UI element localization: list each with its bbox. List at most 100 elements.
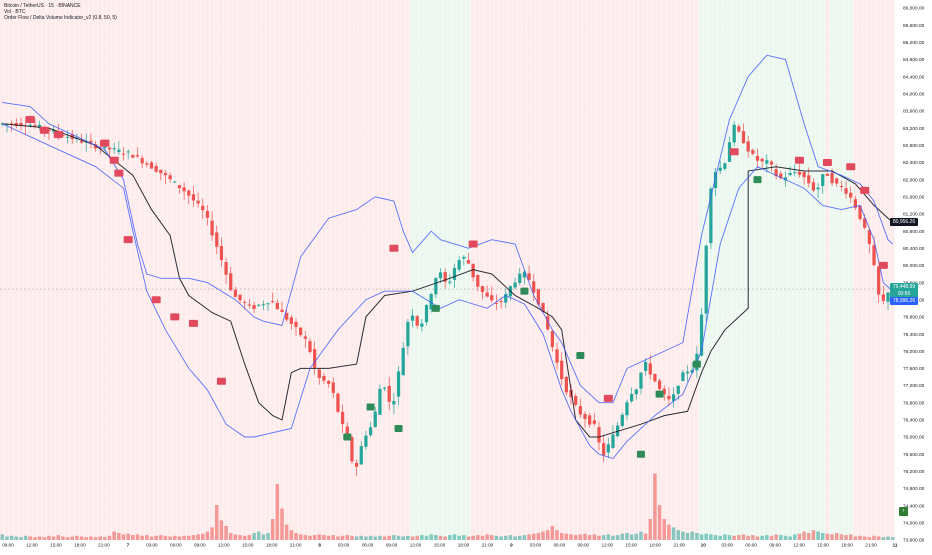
candle-body: [243, 301, 247, 303]
time-tick-label: 15:00: [434, 543, 446, 548]
time-tick-label: 15:00: [817, 543, 829, 548]
price-tick-label: 80,000.00: [903, 263, 925, 269]
candle-body: [247, 304, 252, 306]
bg-stripe: [219, 0, 224, 540]
bg-stripe: [41, 0, 47, 540]
candle-body: [396, 371, 401, 397]
indicator-lines: [2, 54, 894, 460]
bg-stripe: [391, 0, 396, 540]
candle-body: [378, 388, 382, 415]
volume-bar: [308, 535, 312, 540]
volume-bar: [182, 535, 186, 540]
price-tick-label: 73,600.00: [903, 538, 925, 544]
candle-body: [466, 259, 471, 264]
candle-body: [872, 245, 876, 266]
volume-bar: [443, 536, 447, 540]
bg-stripe: [400, 0, 406, 540]
volume-label[interactable]: Vol · BTC: [4, 9, 26, 16]
volume-bar: [415, 535, 419, 540]
symbol-title[interactable]: Bitcoin / TetherUS · 15 · BINANCE: [4, 3, 81, 9]
sell-signal-marker: [188, 319, 198, 327]
lower-band-price-tag: 78,996.26: [890, 297, 918, 305]
candle-body: [807, 175, 811, 184]
bg-stripe: [209, 0, 214, 540]
bg-stripe: [512, 0, 517, 540]
candle-body: [588, 415, 592, 425]
candle-body: [187, 190, 191, 196]
bg-stripe: [424, 0, 429, 540]
price-axis: 86,000.00 85,600.00 85,200.00 84,800.00 84,4…: [896, 0, 932, 550]
candle-body: [671, 394, 676, 402]
indicator-label[interactable]: Order Flow / Delta Volume Indicator_v2 (…: [4, 15, 117, 22]
time-tick-label: 03:00: [530, 543, 542, 548]
volume-bar: [65, 537, 70, 540]
candle-body: [327, 380, 331, 384]
volume-histogram: [0, 473, 895, 540]
bg-stripe: [186, 0, 191, 540]
volume-bar: [177, 536, 182, 540]
bg-stripe: [428, 0, 434, 540]
bg-stripe: [661, 0, 667, 540]
volume-bar: [499, 536, 503, 540]
candle-body: [541, 302, 545, 313]
bg-stripe: [79, 0, 84, 540]
volume-bar: [578, 534, 583, 540]
volume-bar: [480, 535, 485, 540]
volume-bar: [699, 534, 704, 540]
candle-body: [863, 218, 867, 228]
candle-body: [765, 160, 769, 164]
bg-stripe: [377, 0, 382, 540]
candle-body: [667, 395, 671, 400]
time-tick-label: 09:00: [386, 543, 398, 548]
bg-stripe: [349, 0, 354, 540]
candle-body: [625, 402, 629, 416]
time-tick-label: 03:00: [721, 543, 733, 548]
volume-bar: [867, 537, 872, 540]
price-tick-label: 83,600.00: [903, 109, 925, 115]
price-tick-label: 81,600.00: [903, 194, 925, 200]
candle-body: [480, 286, 485, 292]
volume-bar: [196, 534, 200, 540]
bg-stripe: [396, 0, 401, 540]
bg-stripe: [736, 0, 741, 540]
volume-bar: [643, 533, 648, 540]
volume-bar: [187, 535, 191, 540]
candle-body: [308, 341, 312, 352]
candle-body: [452, 267, 457, 280]
buy-signal-marker: [655, 390, 664, 398]
candle-body: [769, 161, 774, 165]
candle-body: [79, 140, 84, 143]
candle-body: [657, 380, 662, 390]
volume-bar: [522, 535, 527, 540]
volume-bar: [70, 536, 75, 540]
bg-stripe: [363, 0, 368, 540]
time-tick-label: 15:00: [626, 543, 638, 548]
volume-bar: [811, 530, 816, 540]
sell-signal-marker: [846, 163, 856, 171]
scroll-to-realtime-button[interactable]: ›: [899, 507, 908, 516]
candle-body: [131, 155, 135, 158]
volume-bar: [448, 535, 452, 540]
candle-body: [275, 302, 279, 310]
volume-bar: [406, 535, 410, 540]
volume-bar: [331, 535, 336, 540]
bg-stripe: [23, 0, 28, 540]
candle-body: [634, 389, 638, 395]
candle-body: [359, 446, 363, 465]
candle-body: [410, 315, 415, 321]
volume-bar: [503, 535, 508, 540]
candle-body: [89, 140, 93, 143]
volume-bar: [420, 535, 424, 540]
time-tick-label: 18:00: [266, 543, 278, 548]
volume-bar: [555, 530, 559, 540]
sell-signal-marker: [123, 236, 133, 244]
volume-bar: [783, 535, 788, 540]
candle-body: [825, 173, 830, 176]
volume-bar: [322, 535, 326, 540]
volume-bar: [79, 536, 84, 540]
volume-bar: [559, 533, 564, 540]
bg-stripe: [498, 0, 503, 540]
volume-bar: [569, 534, 573, 540]
